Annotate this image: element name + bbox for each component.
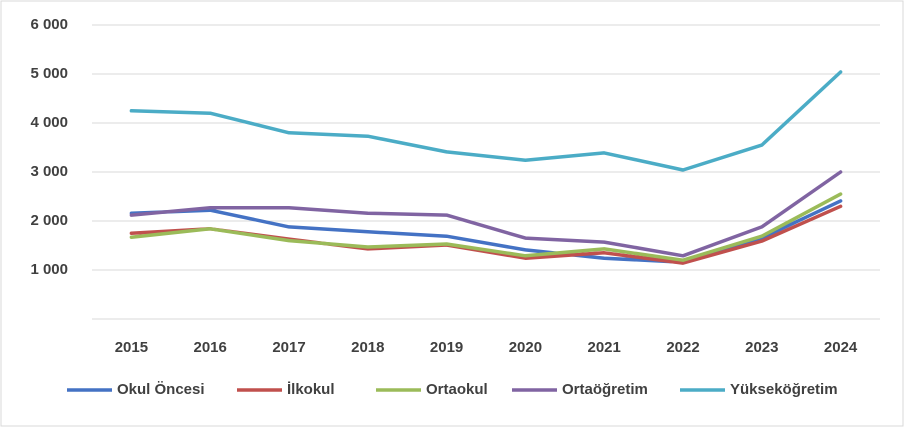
legend-label: Yükseköğretim bbox=[730, 381, 838, 398]
y-tick-label: 2 000 bbox=[30, 212, 68, 229]
legend-label: Ortaöğretim bbox=[562, 381, 648, 398]
legend-label: Ortaokul bbox=[426, 381, 488, 398]
series-line bbox=[129, 192, 843, 262]
y-tick-label: 4 000 bbox=[30, 114, 68, 131]
series-line bbox=[129, 199, 843, 264]
x-tick-label: 2023 bbox=[745, 339, 778, 356]
x-tick-label: 2022 bbox=[666, 339, 699, 356]
x-tick-label: 2016 bbox=[194, 339, 227, 356]
legend-label: İlkokul bbox=[287, 381, 335, 398]
y-tick-label: 1 000 bbox=[30, 261, 68, 278]
series-line bbox=[129, 170, 843, 258]
y-tick-label: 3 000 bbox=[30, 163, 68, 180]
x-tick-label: 2020 bbox=[509, 339, 542, 356]
y-tick-label: 5 000 bbox=[30, 65, 68, 82]
legend-label: Okul Öncesi bbox=[117, 381, 205, 398]
x-tick-label: 2021 bbox=[588, 339, 621, 356]
x-tick-label: 2015 bbox=[115, 339, 148, 356]
x-tick-label: 2019 bbox=[430, 339, 463, 356]
series-line bbox=[129, 70, 843, 172]
x-tick-label: 2024 bbox=[824, 339, 858, 356]
x-tick-label: 2017 bbox=[272, 339, 305, 356]
y-tick-label: 6 000 bbox=[30, 16, 68, 33]
x-tick-label: 2018 bbox=[351, 339, 384, 356]
